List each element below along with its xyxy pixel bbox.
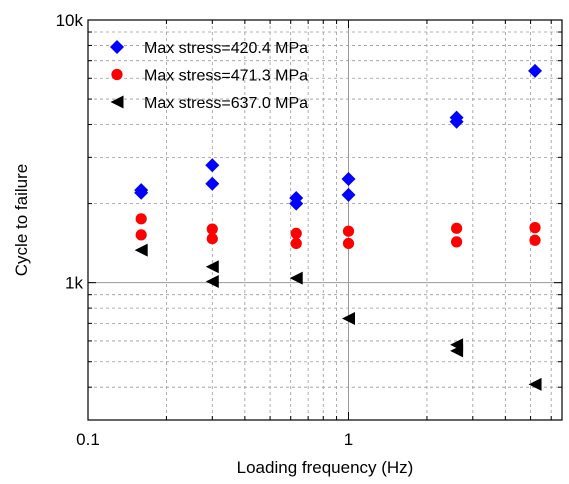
y-axis-label: Cycle to failure xyxy=(12,164,31,276)
data-point-series-3 xyxy=(342,312,356,326)
legend-marker-1 xyxy=(110,40,124,54)
legend-marker-3 xyxy=(110,95,124,109)
x-tick-label: 0.1 xyxy=(76,430,100,449)
data-point-series-1 xyxy=(341,187,356,202)
data-point-series-3 xyxy=(450,344,464,358)
data-point-series-3 xyxy=(205,275,219,289)
legend: Max stress=420.4 MPa Max stress=471.3 MPa… xyxy=(110,40,308,112)
data-point-series-2 xyxy=(135,213,147,225)
data-point-series-2 xyxy=(342,225,355,237)
data-point-series-2 xyxy=(529,234,541,246)
data-point-series-2 xyxy=(290,227,302,240)
data-point-series-3 xyxy=(134,243,148,257)
x-axis-label: Loading frequency (Hz) xyxy=(237,458,414,477)
data-point-series-1 xyxy=(205,176,220,191)
legend-marker-2 xyxy=(111,68,123,81)
data-point-series-2 xyxy=(451,236,463,248)
data-point-series-2 xyxy=(206,223,218,235)
y-tick-label: 1k xyxy=(65,274,83,293)
data-point-series-1 xyxy=(341,172,356,187)
plot-frame xyxy=(87,19,563,421)
data-point-series-1 xyxy=(289,196,304,211)
axis-ticks xyxy=(87,19,562,421)
legend-label-3: Max stress=637.0 MPa xyxy=(144,95,308,112)
data-point-series-1 xyxy=(449,114,464,129)
data-point-series-2 xyxy=(135,229,147,241)
tick-labels: 0.1 1 1k 10k xyxy=(56,11,354,449)
legend-label-2: Max stress=471.3 MPa xyxy=(144,68,308,85)
data-point-series-1 xyxy=(528,63,543,78)
data-point-series-2 xyxy=(529,222,541,234)
y-tick-label: 10k xyxy=(56,11,84,30)
data-point-series-2 xyxy=(290,237,302,250)
grid-lines xyxy=(88,20,562,421)
data-point-series-3 xyxy=(528,377,542,391)
data-point-series-2 xyxy=(451,222,463,234)
x-tick-label: 1 xyxy=(344,430,353,449)
data-point-series-2 xyxy=(342,237,355,250)
data-points xyxy=(134,63,543,391)
legend-label-1: Max stress=420.4 MPa xyxy=(144,40,308,57)
data-point-series-2 xyxy=(206,233,218,245)
data-point-series-1 xyxy=(134,185,149,200)
data-point-series-3 xyxy=(205,260,219,274)
data-point-series-3 xyxy=(289,271,303,285)
data-point-series-1 xyxy=(205,158,220,173)
